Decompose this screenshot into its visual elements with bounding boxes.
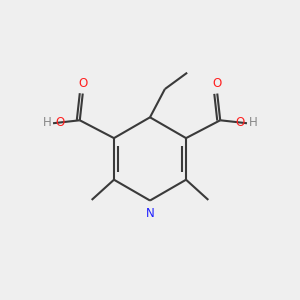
Text: O: O [56, 116, 65, 129]
Text: O: O [213, 77, 222, 90]
Text: H: H [248, 116, 257, 129]
Text: O: O [78, 77, 87, 90]
Text: N: N [146, 207, 154, 220]
Text: O: O [235, 116, 244, 129]
Text: H: H [43, 116, 52, 129]
